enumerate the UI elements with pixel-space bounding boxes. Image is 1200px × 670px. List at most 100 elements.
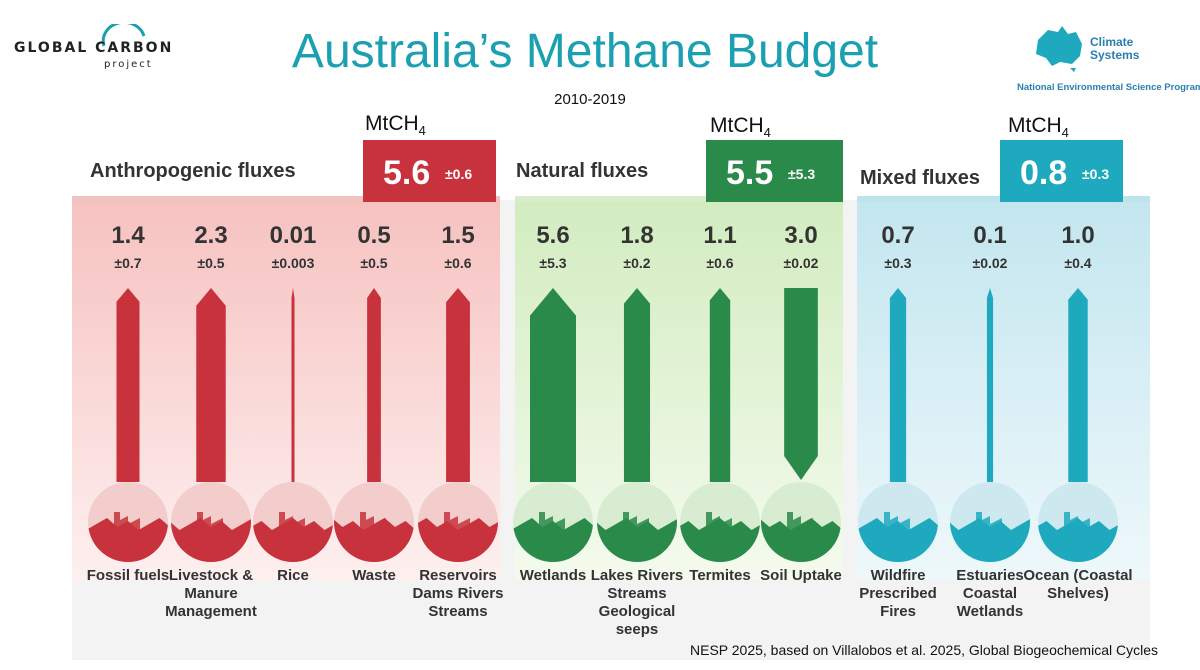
group-total-2: 0.8 ±0.3 xyxy=(1000,140,1123,202)
flux-bar-0-4 xyxy=(446,288,470,482)
flux-uncertainty-0-0: ±0.7 xyxy=(114,255,142,271)
flux-label-0-3: Waste xyxy=(352,567,396,584)
flux-label-1-0: Wetlands xyxy=(519,567,587,584)
group-total-box xyxy=(363,140,496,202)
page-subtitle: 2010-2019 xyxy=(554,91,626,108)
flux-bar-2-1 xyxy=(986,288,994,482)
flux-value-0-0: 1.4 xyxy=(111,222,145,249)
group-header-1: Natural fluxes xyxy=(516,160,649,182)
group-total-box xyxy=(1000,140,1123,202)
gcp-arc-icon xyxy=(101,24,146,47)
group-total-0: 5.6 ±0.6 xyxy=(363,140,496,202)
flux-label-0-4: Reservoirs Dams Rivers Streams xyxy=(412,567,504,620)
flux-value-1-3: 3.0 xyxy=(784,222,818,249)
flux-label-1-3: Soil Uptake xyxy=(760,567,842,584)
flux-bar-0-2 xyxy=(291,288,295,482)
flux-label-2-2: Ocean (Coastal Shelves) xyxy=(1023,567,1133,602)
page-title: Australia’s Methane Budget xyxy=(291,25,879,78)
estuary-icon xyxy=(950,482,1030,562)
flux-value-1-2: 1.1 xyxy=(703,222,737,249)
flux-bar-0-1 xyxy=(196,288,226,482)
flux-uncertainty-2-2: ±0.4 xyxy=(1064,255,1092,271)
flux-label-1-2: Termites xyxy=(689,567,751,584)
group-header-strip xyxy=(72,196,500,202)
flux-label-0-1: Livestock & Manure Management xyxy=(165,567,257,620)
flux-value-0-3: 0.5 xyxy=(357,222,391,249)
group-header-2: Mixed fluxes xyxy=(860,167,981,189)
group-total-value: 5.6 xyxy=(383,154,431,192)
nesp-program-name: National Environmental Science Program xyxy=(1017,82,1200,93)
flux-bar-1-3 xyxy=(784,288,818,480)
flux-uncertainty-0-2: ±0.003 xyxy=(271,255,315,271)
group-total-uncertainty: ±0.3 xyxy=(1082,166,1110,182)
flux-value-0-4: 1.5 xyxy=(441,222,475,249)
fire-icon xyxy=(858,482,938,562)
unit-subscript: 4 xyxy=(418,123,426,139)
river-icon xyxy=(418,482,498,562)
flux-bar-1-2 xyxy=(709,288,731,482)
ocean-icon xyxy=(1038,482,1118,562)
nesp-line1: Climate xyxy=(1090,35,1134,49)
group-total-uncertainty: ±0.6 xyxy=(445,166,473,182)
flux-bar-1-1 xyxy=(623,288,651,482)
flux-label-0-2: Rice xyxy=(277,567,309,584)
flux-label-0-0: Fossil fuels xyxy=(86,567,170,584)
group-header-strip xyxy=(515,196,843,202)
unit-label-2: MtCH4 xyxy=(1008,114,1069,140)
group-total-value: 0.8 xyxy=(1020,154,1068,192)
flux-uncertainty-2-0: ±0.3 xyxy=(884,255,912,271)
garbage-truck-icon xyxy=(334,482,414,562)
cows-icon xyxy=(171,482,251,562)
group-total-1: 5.5 ±5.3 xyxy=(706,140,843,202)
gcp-logo-line2: project xyxy=(104,59,153,70)
flux-uncertainty-1-0: ±5.3 xyxy=(539,255,567,271)
flux-value-0-2: 0.01 xyxy=(269,222,317,249)
river-icon xyxy=(597,482,677,562)
flux-uncertainty-0-1: ±0.5 xyxy=(197,255,225,271)
flux-value-2-2: 1.0 xyxy=(1061,222,1095,249)
flux-uncertainty-0-3: ±0.5 xyxy=(360,255,388,271)
group-total-value: 5.5 xyxy=(726,154,774,192)
source-note: NESP 2025, based on Villalobos et al. 20… xyxy=(690,642,1158,658)
unit-text: MtCH xyxy=(710,114,764,137)
flux-value-1-0: 5.6 xyxy=(536,222,570,249)
flux-value-0-1: 2.3 xyxy=(194,222,228,249)
unit-label-0: MtCH4 xyxy=(365,112,426,138)
flux-uncertainty-1-2: ±0.6 xyxy=(706,255,734,271)
global-carbon-project-logo: GLOBAL CARBON project xyxy=(14,18,174,78)
flux-label-1-1: Lakes Rivers Streams Geological seeps xyxy=(590,567,684,638)
flux-bar-2-0 xyxy=(889,288,907,482)
flux-uncertainty-1-3: ±0.02 xyxy=(783,255,819,271)
nesp-logo: Climate Systems National Environmental S… xyxy=(1012,14,1200,98)
unit-subscript: 4 xyxy=(1061,125,1069,141)
unit-text: MtCH xyxy=(365,112,419,135)
flux-value-2-0: 0.7 xyxy=(881,222,915,249)
soil-icon xyxy=(761,482,841,562)
flux-uncertainty-2-1: ±0.02 xyxy=(972,255,1008,271)
flux-bar-0-0 xyxy=(116,288,140,482)
flux-value-2-1: 0.1 xyxy=(973,222,1007,249)
factory-icon xyxy=(88,482,168,562)
unit-text: MtCH xyxy=(1008,114,1062,137)
flux-bar-2-2 xyxy=(1068,288,1088,482)
group-total-uncertainty: ±5.3 xyxy=(788,166,816,182)
flux-value-1-1: 1.8 xyxy=(620,222,654,249)
flux-label-2-0: Wildfire Prescribed Fires xyxy=(859,567,937,620)
flux-bar-1-0 xyxy=(530,288,576,482)
flux-label-2-1: Estuaries Coastal Wetlands xyxy=(956,567,1024,620)
group-total-box xyxy=(706,140,843,202)
nesp-line2: Systems xyxy=(1090,48,1140,62)
termite-icon xyxy=(680,482,760,562)
wetland-icon xyxy=(513,482,593,562)
australia-map-icon xyxy=(1036,26,1082,72)
group-header-0: Anthropogenic fluxes xyxy=(90,160,296,182)
flux-uncertainty-1-1: ±0.2 xyxy=(623,255,651,271)
gcp-logo-line1: GLOBAL CARBON xyxy=(14,40,174,56)
flux-bar-0-3 xyxy=(367,288,381,482)
flux-uncertainty-0-4: ±0.6 xyxy=(444,255,472,271)
unit-label-1: MtCH4 xyxy=(710,114,771,140)
nesp-title: Climate Systems xyxy=(1090,36,1139,62)
rice-icon xyxy=(253,482,333,562)
unit-subscript: 4 xyxy=(763,125,771,141)
